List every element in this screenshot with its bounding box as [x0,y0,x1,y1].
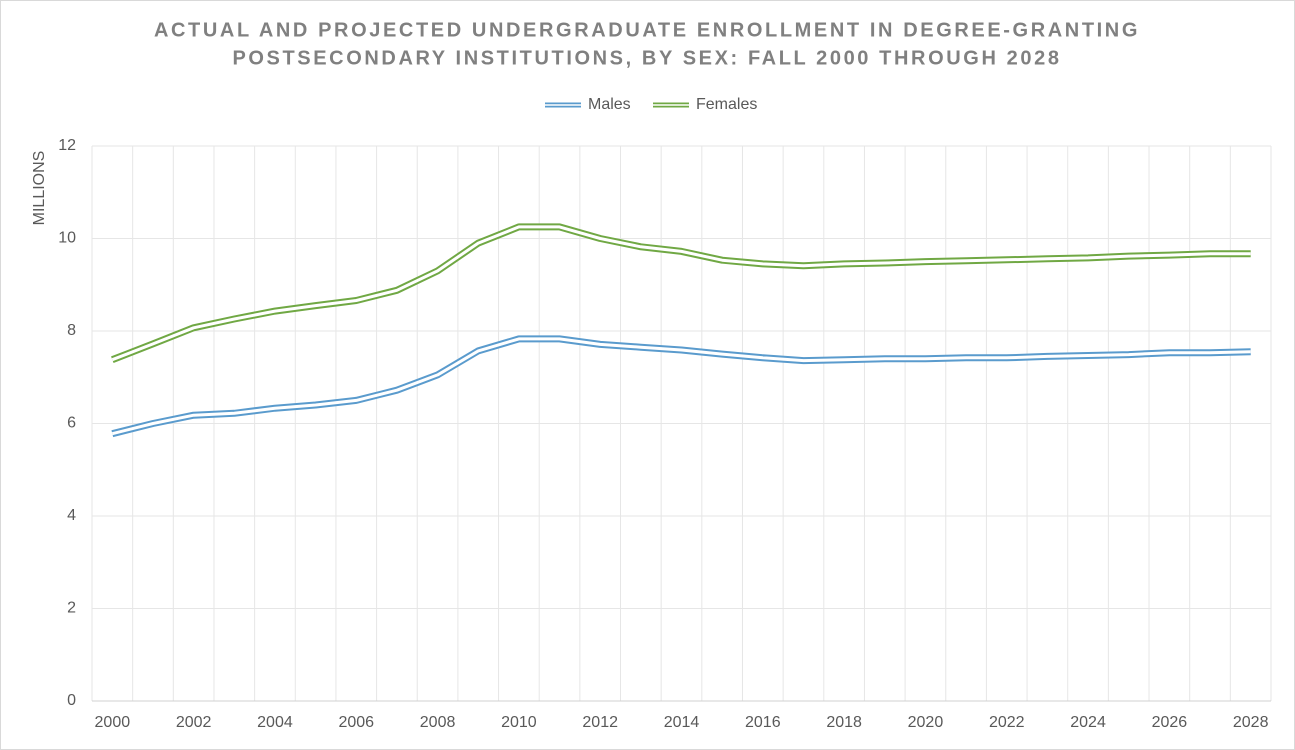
y-tick-label: 2 [67,600,76,617]
x-tick-label: 2028 [1233,714,1269,731]
legend-label: Females [696,96,757,113]
y-tick-label: 12 [58,137,76,154]
x-tick-label: 2010 [501,714,537,731]
legend-label: Males [588,96,631,113]
x-tick-label: 2020 [908,714,944,731]
x-tick-label: 2004 [257,714,293,731]
x-tick-label: 2012 [582,714,618,731]
x-tick-label: 2026 [1152,714,1188,731]
chart-title: POSTSECONDARY INSTITUTIONS, BY SEX: FALL… [232,47,1061,69]
x-tick-label: 2022 [989,714,1025,731]
x-tick-label: 2006 [338,714,374,731]
x-tick-label: 2014 [664,714,700,731]
x-tick-label: 2002 [176,714,212,731]
x-tick-label: 2024 [1070,714,1106,731]
x-tick-label: 2016 [745,714,781,731]
y-tick-label: 0 [67,692,76,709]
y-tick-label: 6 [67,415,76,432]
x-tick-label: 2018 [826,714,862,731]
series-line-inner [111,337,1251,436]
y-tick-label: 4 [67,507,76,524]
x-tick-label: 2000 [95,714,131,731]
series-line-inner [111,225,1251,362]
y-tick-label: 8 [67,322,76,339]
y-tick-label: 10 [58,230,76,247]
chart-title: ACTUAL AND PROJECTED UNDERGRADUATE ENROL… [154,19,1140,41]
y-axis-label: MILLIONS [31,151,48,226]
x-tick-label: 2008 [420,714,456,731]
